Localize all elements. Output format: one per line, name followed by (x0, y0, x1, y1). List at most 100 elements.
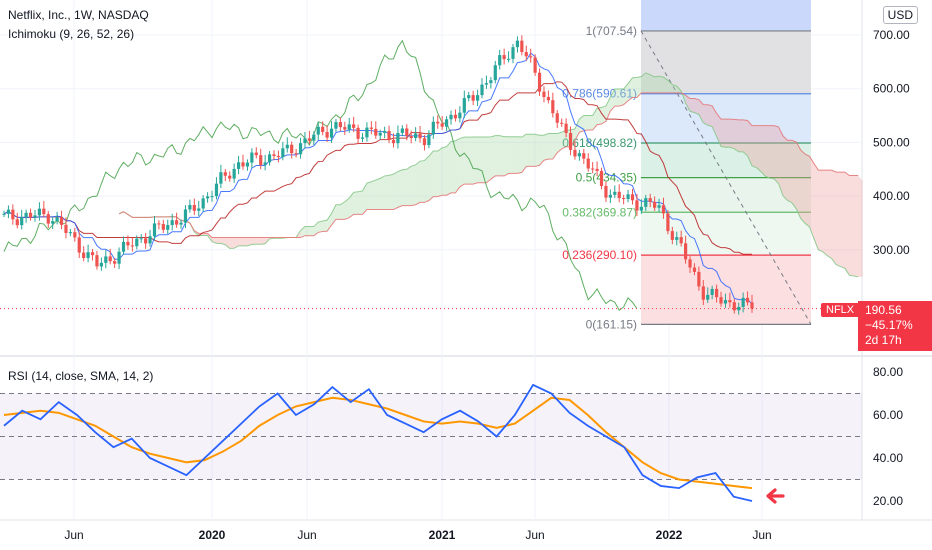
cloud-segment (831, 170, 837, 265)
candle-body (272, 154, 276, 156)
candle-body (11, 209, 15, 220)
candle-body (604, 186, 608, 198)
cloud-segment (490, 135, 496, 180)
cloud-segment (482, 136, 487, 183)
candle-body (684, 243, 688, 260)
cloud-segment (349, 192, 354, 218)
cloud-segment (791, 140, 797, 209)
candle-body (130, 245, 134, 247)
candle-body (15, 219, 19, 226)
candle-body (635, 200, 639, 211)
candle-body (307, 138, 311, 141)
cloud-segment (809, 156, 814, 239)
candle-body (591, 168, 595, 170)
candle-body (648, 198, 652, 202)
cloud-segment (380, 175, 385, 210)
candle-body (670, 231, 674, 240)
candle-body (369, 127, 373, 129)
cloud-segment (813, 163, 819, 250)
candle-body (219, 172, 223, 184)
candle-body (77, 237, 81, 253)
candle-body (644, 198, 648, 207)
candle-body (175, 220, 179, 225)
candle-body (564, 123, 568, 133)
candle-body (489, 80, 493, 84)
cloud-segment (694, 98, 699, 115)
cloud-segment (446, 141, 452, 196)
candle-body (679, 237, 683, 244)
candle-body (73, 232, 77, 238)
rsi-tick-label: 40.00 (873, 451, 903, 465)
candle-body (51, 221, 55, 224)
candle-body (312, 134, 316, 141)
cloud-segment (389, 174, 394, 210)
cloud-segment (690, 98, 695, 113)
candle-body (480, 84, 484, 96)
rsi-legend: RSI (14, close, SMA, 14, 2) (8, 369, 154, 383)
candle-body (356, 127, 360, 139)
candle-body (630, 194, 635, 201)
candle-body (639, 206, 643, 211)
cloud-segment (437, 147, 443, 197)
x-tick-label: Jun (64, 528, 83, 542)
candle-body (250, 152, 254, 163)
candle-body (418, 133, 422, 139)
candle-body (6, 209, 11, 214)
candle-body (82, 252, 86, 259)
cloud-segment (782, 135, 788, 201)
cloud-segment (632, 77, 637, 98)
candle-body (577, 153, 581, 157)
candle-body (232, 168, 236, 179)
candle-body (245, 162, 250, 167)
candle-body (161, 224, 165, 230)
cloud-segment (216, 237, 221, 244)
candle-body (595, 168, 599, 171)
cloud-segment (685, 95, 691, 112)
candle-body (166, 225, 170, 230)
currency-button[interactable]: USD (882, 6, 918, 24)
ticker-tag: NFLX (821, 303, 860, 317)
candle-body (440, 123, 444, 127)
candle-body (471, 95, 475, 101)
cloud-segment (822, 170, 828, 256)
cloud-segment (672, 84, 677, 93)
cloud-segment (698, 99, 704, 123)
candle-body (121, 241, 126, 252)
candle-body (617, 191, 621, 199)
candle-body (723, 300, 728, 304)
candle-body (391, 139, 396, 144)
x-tick-label: Jun (297, 528, 316, 542)
fib-level-label: 1(707.54) (586, 24, 637, 38)
candle-body (316, 126, 320, 135)
cloud-segment (517, 136, 522, 174)
fib-level-label: 0(161.15) (586, 317, 637, 331)
cloud-segment (543, 133, 549, 161)
cloud-segment (738, 119, 744, 152)
cloud-segment (619, 88, 624, 107)
cloud-segment (756, 125, 761, 172)
rsi-ma-line (3, 396, 753, 490)
y-tick-label: 500.00 (873, 135, 910, 149)
cloud-segment (796, 142, 801, 219)
candle-body (201, 198, 205, 209)
candle-body (728, 300, 732, 303)
candle-body (493, 65, 497, 81)
y-tick-label: 700.00 (873, 28, 910, 42)
cloud-segment (508, 136, 513, 174)
candle-body (661, 205, 666, 214)
candle-body (267, 154, 272, 163)
fib-zone (641, 255, 811, 325)
candle-body (511, 47, 515, 59)
candle-body (737, 306, 741, 311)
cloud-segment (344, 198, 350, 220)
candle-body (42, 208, 46, 215)
candle-body (422, 138, 427, 146)
candle-body (520, 40, 524, 53)
candle-body (183, 209, 188, 223)
candle-body (502, 55, 506, 60)
cloud-segment (729, 119, 735, 149)
candle-body (688, 259, 692, 268)
candle-body (653, 201, 657, 208)
senkou-span-a (118, 72, 859, 278)
cloud-segment (818, 170, 823, 252)
